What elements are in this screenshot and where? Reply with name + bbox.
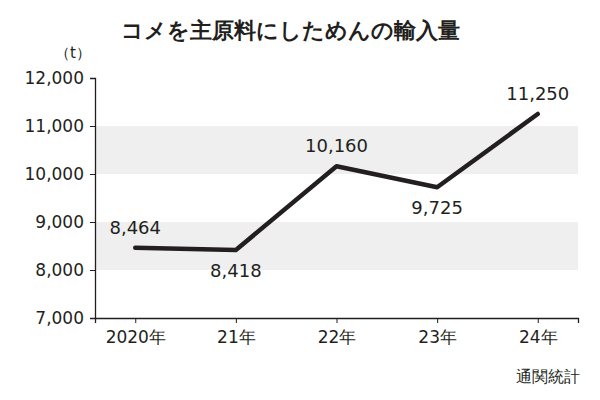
y-axis: 7,000 8,000 9,000 10,000 11,000 12,000 (25, 68, 96, 328)
x-tick-mark (337, 318, 338, 323)
y-tick-label: 11,000 (25, 116, 84, 136)
y-tick-mark (90, 126, 95, 127)
y-tick: 9,000 (35, 212, 95, 232)
data-labels: 8,464 8,418 10,160 9,725 11,250 (109, 83, 569, 281)
x-axis: 2020年 21年 22年 23年 24年 (96, 318, 579, 347)
x-tick: 23年 (418, 318, 457, 347)
y-tick: 7,000 (35, 308, 95, 328)
y-tick-label: 9,000 (35, 212, 84, 232)
x-tick-mark (135, 318, 136, 323)
data-label: 11,250 (506, 83, 569, 104)
y-tick-mark (90, 318, 95, 319)
y-tick: 8,000 (35, 260, 95, 280)
y-axis-line (90, 79, 96, 319)
source: 通関統計 (516, 367, 580, 386)
y-tick: 11,000 (25, 116, 95, 136)
x-tick-mark (538, 318, 539, 323)
data-label: 9,725 (411, 197, 463, 218)
y-tick-mark (90, 222, 95, 223)
y-tick: 10,000 (25, 164, 95, 184)
y-tick-mark (90, 270, 95, 271)
x-tick-label: 23年 (418, 327, 457, 347)
y-tick-label: 12,000 (25, 68, 84, 88)
x-tick-label: 24年 (519, 327, 558, 347)
grid-band (95, 222, 578, 270)
y-tick-label: 7,000 (35, 308, 84, 328)
x-tick-label: 21年 (217, 327, 256, 347)
plot-area (135, 114, 538, 250)
x-tick-mark (437, 318, 438, 323)
chart: 7,000 8,000 9,000 10,000 11,000 12,000 2020年 21… (0, 0, 600, 400)
x-tick-label: 22年 (318, 327, 357, 347)
y-tick-label: 8,000 (35, 260, 84, 280)
x-tick-mark (236, 318, 237, 323)
x-tick-label: 2020年 (106, 327, 166, 347)
data-label: 8,464 (109, 217, 161, 238)
y-axis-title: （t） (55, 44, 91, 62)
y-tick-label: 10,000 (25, 164, 84, 184)
x-axis-line (96, 319, 579, 324)
title: コメを主原料にしためんの輸入量 (121, 18, 460, 43)
data-line (135, 114, 538, 250)
x-tick: 2020年 (106, 318, 166, 347)
x-tick: 21年 (217, 318, 256, 347)
y-tick-mark (90, 78, 95, 79)
y-tick-mark (90, 174, 95, 175)
x-tick: 22年 (318, 318, 357, 347)
x-tick: 24年 (519, 318, 558, 347)
data-label: 10,160 (305, 135, 368, 156)
data-label: 8,418 (210, 260, 262, 281)
y-tick: 12,000 (25, 68, 95, 88)
